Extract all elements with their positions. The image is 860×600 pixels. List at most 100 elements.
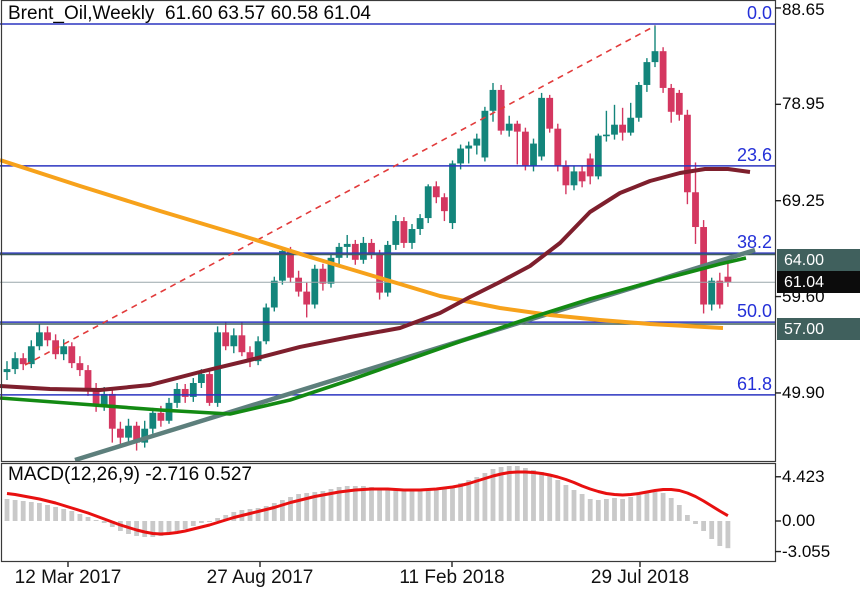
macd-histogram-bar bbox=[458, 483, 463, 521]
candle-bull bbox=[311, 268, 319, 305]
macd-histogram-bar bbox=[377, 489, 382, 521]
macd-histogram-bar bbox=[579, 494, 585, 521]
candle-bear bbox=[376, 253, 383, 293]
macd-histogram-bar bbox=[725, 521, 731, 549]
macd-histogram-bar bbox=[312, 492, 318, 521]
candle-bull bbox=[505, 123, 513, 131]
candle-bull bbox=[3, 369, 11, 373]
fibonacci-retracement[interactable] bbox=[0, 23, 775, 396]
fib-label-0: 0.0 bbox=[746, 2, 772, 23]
candle-bear bbox=[675, 92, 683, 115]
candle-bull bbox=[173, 388, 181, 403]
ma-orange[interactable] bbox=[0, 158, 724, 330]
macd-histogram-bar bbox=[166, 521, 172, 534]
candle-bear bbox=[246, 352, 254, 362]
macd-pane[interactable] bbox=[4, 466, 731, 549]
candle-bear bbox=[400, 221, 408, 243]
date-axis-label: 12 Mar 2017 bbox=[14, 567, 122, 588]
candle-bull bbox=[481, 110, 489, 158]
macd-histogram-bar bbox=[604, 499, 609, 521]
candle-bear bbox=[92, 390, 100, 406]
macd-histogram-bar bbox=[482, 473, 488, 521]
macd-histogram-bar bbox=[336, 487, 342, 521]
macd-histogram-bar bbox=[199, 521, 204, 523]
macd-histogram-bar bbox=[450, 486, 455, 521]
ma-green[interactable] bbox=[0, 256, 747, 416]
current-price-box: 61.04 bbox=[777, 271, 860, 294]
macd-signal-line bbox=[6, 470, 729, 536]
fib-trendline-dashed[interactable] bbox=[24, 25, 656, 366]
macd-histogram-bar bbox=[393, 490, 399, 521]
candle-bear bbox=[513, 123, 521, 132]
macd-histogram-bar bbox=[288, 497, 293, 521]
candle-bull bbox=[603, 134, 610, 137]
candle-bull bbox=[141, 428, 149, 443]
candle-bear bbox=[52, 340, 59, 355]
candle-bear bbox=[295, 277, 302, 292]
candle-bull bbox=[416, 218, 424, 230]
candle-bear bbox=[578, 171, 586, 182]
macd-histogram-bar bbox=[466, 480, 472, 521]
candle-bear bbox=[303, 291, 311, 305]
macd-histogram-bar bbox=[433, 488, 439, 521]
macd-histogram-bar bbox=[207, 521, 212, 522]
date-axis-label: 11 Feb 2018 bbox=[399, 567, 505, 588]
macd-histogram-bar bbox=[539, 472, 544, 521]
macd-indicator-label: MACD(12,26,9) -2.716 0.527 bbox=[8, 464, 252, 485]
candle-bear bbox=[157, 412, 165, 421]
macd-histogram-bar bbox=[344, 486, 350, 521]
candle-bear bbox=[432, 186, 440, 198]
macd-histogram-bar bbox=[182, 521, 188, 529]
macd-histogram-bar bbox=[409, 491, 415, 521]
macd-histogram-bar bbox=[150, 521, 156, 537]
candle-bull bbox=[343, 243, 351, 247]
macd-histogram-bar bbox=[547, 475, 553, 521]
macd-histogram-bar bbox=[361, 486, 366, 521]
macd-histogram-bar bbox=[555, 480, 561, 521]
macd-histogram-bar bbox=[101, 521, 107, 523]
candle-bull bbox=[424, 186, 432, 219]
macd-histogram-bar bbox=[190, 521, 196, 526]
candle-bull bbox=[643, 62, 651, 85]
date-axis-label: 29 Jul 2018 bbox=[590, 567, 690, 588]
fib-label-50-0: 50.0 bbox=[736, 301, 772, 322]
candle-bull bbox=[627, 117, 635, 133]
macd-histogram-bar bbox=[328, 489, 334, 521]
price-level-box-64: 64.00 bbox=[777, 248, 860, 271]
macd-histogram-bar bbox=[644, 493, 650, 521]
macd-histogram-bar bbox=[587, 499, 593, 521]
candle-bear bbox=[659, 51, 667, 88]
candle-bear bbox=[692, 192, 699, 228]
candle-bear bbox=[44, 332, 51, 341]
macd-histogram-bar bbox=[280, 500, 285, 521]
macd-histogram-bar bbox=[28, 502, 34, 521]
main-pane-border bbox=[0, 0, 777, 463]
macd-histogram-bar bbox=[425, 489, 431, 521]
macd-histogram-bar bbox=[628, 497, 634, 521]
candle-bear bbox=[108, 393, 116, 429]
candle-bear bbox=[76, 363, 84, 371]
macd-pane-border bbox=[0, 462, 777, 563]
macd-histogram-bar bbox=[142, 521, 148, 537]
price-axis-label: 78.95 bbox=[782, 94, 825, 114]
candle-bull bbox=[149, 412, 157, 429]
candle-bear bbox=[554, 128, 562, 166]
candle-bear bbox=[84, 370, 92, 391]
macd-histogram-bar bbox=[37, 503, 42, 521]
candle-bull bbox=[384, 244, 392, 293]
candle-bear bbox=[684, 114, 691, 193]
candle-bull bbox=[594, 135, 602, 177]
candle-bull bbox=[270, 280, 278, 308]
macd-histogram-bar bbox=[109, 521, 115, 527]
macd-axis-label: 0.00 bbox=[782, 511, 816, 530]
macd-histogram-bar bbox=[474, 477, 480, 521]
macd-histogram-bar bbox=[61, 509, 67, 521]
macd-histogram-bar bbox=[85, 517, 91, 521]
date-axis-label: 27 Aug 2017 bbox=[206, 567, 314, 588]
ma-maroon[interactable] bbox=[0, 167, 751, 392]
candle-bear bbox=[238, 335, 246, 353]
macd-axis-label: 4.423 bbox=[782, 466, 825, 486]
candle-bear bbox=[68, 346, 76, 364]
candle-bull bbox=[360, 242, 367, 260]
